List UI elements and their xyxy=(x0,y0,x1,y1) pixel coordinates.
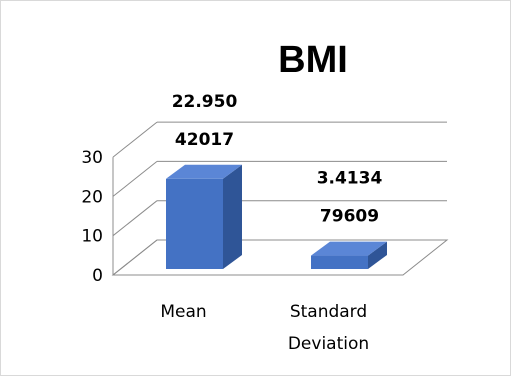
bar-front-0 xyxy=(166,178,223,269)
y-tick-label-10: 10 xyxy=(81,227,103,247)
bar-group-1 xyxy=(311,241,387,269)
y-tick-label-0: 0 xyxy=(92,266,103,286)
bar-layer xyxy=(166,164,387,269)
data-label-1-0: 3.4134 xyxy=(317,169,383,189)
y-tick-label-30: 30 xyxy=(81,148,103,168)
bar-top-0 xyxy=(166,164,242,179)
bar-group-0 xyxy=(166,164,242,269)
data-label-0-0: 22.950 xyxy=(172,92,238,112)
category-label-1-0: Standard xyxy=(290,302,367,322)
bar-side-0 xyxy=(223,164,242,269)
chart-title: BMI xyxy=(278,39,348,81)
bar-side-1 xyxy=(368,241,387,269)
bar-top-1 xyxy=(311,241,387,256)
category-label-0-0: Mean xyxy=(160,302,206,322)
side-wall-line-30 xyxy=(112,121,158,158)
data-label-1-1: 79609 xyxy=(320,207,379,227)
grid-layer xyxy=(111,121,449,276)
data-label-0-1: 42017 xyxy=(175,130,234,150)
category-label-1-1: Deviation xyxy=(288,334,369,354)
side-wall-line-20 xyxy=(112,161,158,197)
bar-front-1 xyxy=(311,255,368,269)
y-tick-label-20: 20 xyxy=(81,187,103,207)
side-wall-line-10 xyxy=(112,200,158,237)
text-layer: BMI 0 10 20 30 22.950 42017 Mean 3.4134 79609 Sta… xyxy=(81,39,382,354)
floor xyxy=(111,239,449,276)
